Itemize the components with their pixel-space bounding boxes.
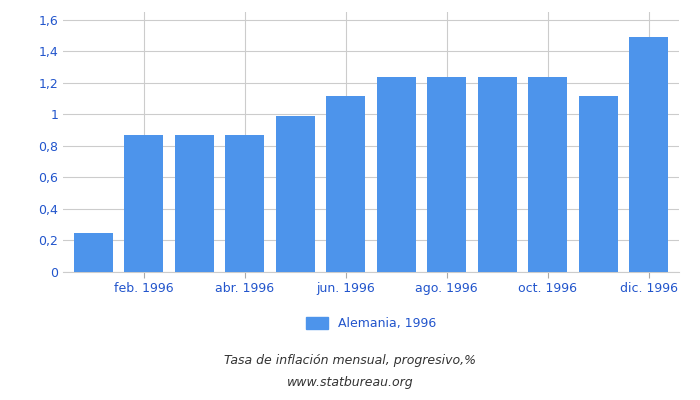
- Bar: [377, 77, 416, 272]
- Bar: [74, 233, 113, 272]
- Legend: Alemania, 1996: Alemania, 1996: [306, 317, 436, 330]
- Bar: [578, 96, 618, 272]
- Text: www.statbureau.org: www.statbureau.org: [287, 376, 413, 389]
- Bar: [427, 77, 466, 272]
- Bar: [629, 37, 668, 272]
- Bar: [124, 135, 164, 272]
- Bar: [528, 77, 568, 272]
- Bar: [477, 77, 517, 272]
- Text: Tasa de inflación mensual, progresivo,%: Tasa de inflación mensual, progresivo,%: [224, 354, 476, 367]
- Bar: [326, 96, 365, 272]
- Bar: [225, 135, 265, 272]
- Bar: [276, 116, 315, 272]
- Bar: [174, 135, 214, 272]
